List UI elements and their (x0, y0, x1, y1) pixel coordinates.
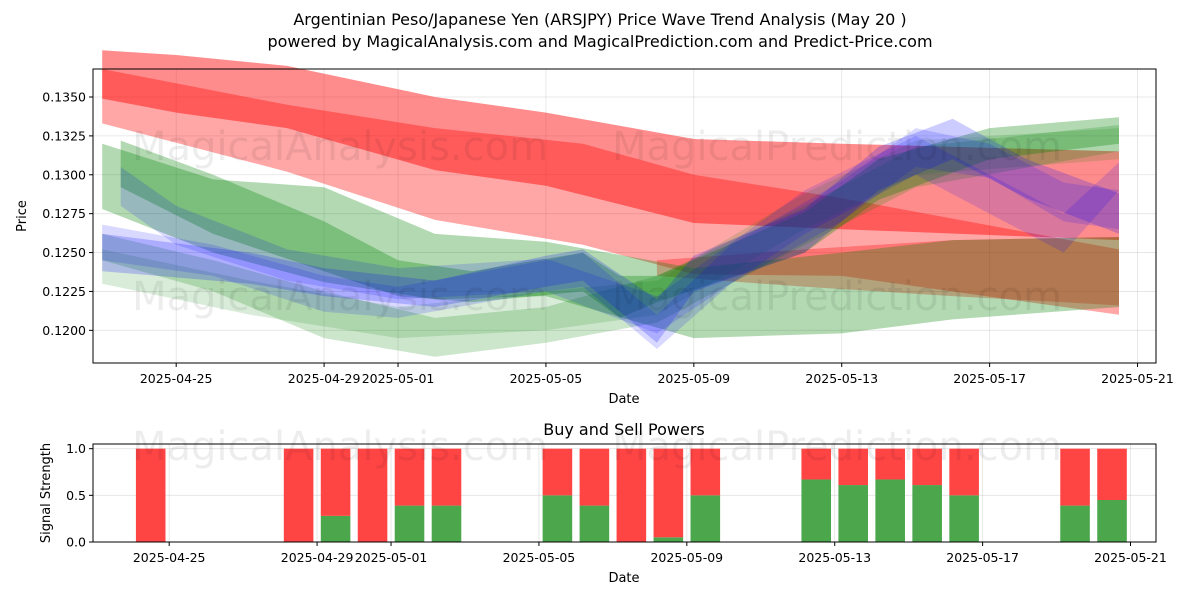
main-y-tick-label: 0.1200 (42, 323, 86, 338)
buy-bar-2025-05-08 (653, 537, 684, 542)
price-band-blue-9 (120, 135, 1119, 334)
price-band-blue-8 (102, 128, 1119, 349)
sell-bar-2025-05-13 (838, 448, 868, 486)
sub-y-tick-label: 0.0 (66, 535, 86, 550)
buy-bar-2025-05-06 (579, 505, 610, 542)
sub-x-tick-label: 2025-05-21 (1094, 550, 1167, 565)
sub-y-axis-label: Signal Strength (39, 443, 54, 543)
sell-bar-2025-04-29 (320, 448, 351, 516)
buy-bar-2025-04-29 (320, 515, 351, 542)
sell-bar-2025-05-01 (394, 448, 425, 506)
sell-bar-2025-05-20 (1097, 448, 1127, 500)
sell-bar-2025-05-12 (801, 448, 832, 480)
sell-bar-2025-05-02 (431, 448, 462, 506)
main-x-tick-label: 2025-05-01 (362, 371, 435, 386)
watermark-analysis-bottom: MagicalAnalysis.com (132, 424, 548, 470)
buy-bar-2025-05-01 (394, 505, 425, 542)
sub-y-ticks: 0.0 0.5 1.0 (66, 441, 93, 550)
main-x-axis-label: Date (608, 392, 639, 407)
buy-bar-2025-05-15 (912, 485, 942, 542)
watermark-prediction-bottom: MagicalPrediction.com (612, 424, 1062, 470)
main-y-tick-label: 0.1325 (42, 128, 86, 143)
sub-x-tick-label: 2025-05-13 (798, 550, 871, 565)
sub-x-tick-label: 2025-05-05 (503, 550, 576, 565)
buy-bar-2025-05-02 (431, 505, 462, 542)
main-x-tick-label: 2025-05-05 (510, 371, 583, 386)
price-band-green-5 (102, 125, 1119, 357)
buy-sell-bars (135, 448, 1127, 542)
sell-bar-2025-05-05 (542, 448, 573, 496)
price-band-green-3 (102, 143, 1119, 339)
sub-x-tick-label: 2025-05-01 (355, 550, 428, 565)
main-y-ticks: 0.1200 0.1225 0.1250 0.1275 0.1300 0.1325 0.13… (42, 90, 93, 338)
main-x-ticks: 2025-04-25 2025-04-29 2025-05-01 2025-05-05… (140, 363, 1174, 386)
main-y-tick-label: 0.1300 (42, 167, 86, 182)
price-band-blue-7 (102, 118, 1119, 343)
buy-bar-2025-05-09 (690, 495, 721, 542)
main-y-tick-label: 0.1225 (42, 284, 86, 299)
watermark-prediction-mid: MagicalPrediction.com (612, 274, 1062, 320)
sell-bar-2025-05-09 (690, 448, 721, 496)
price-band-green-4 (120, 117, 1119, 318)
sell-bar-2025-05-06 (579, 448, 610, 506)
sub-plot-frame (92, 443, 1157, 543)
buy-bar-2025-05-13 (838, 485, 868, 542)
main-plot-frame (92, 68, 1157, 364)
sell-bar-2025-05-16 (949, 448, 979, 496)
sell-bar-2025-05-14 (875, 448, 905, 480)
sell-bar-2025-05-15 (912, 448, 942, 486)
price-band-red-1 (102, 69, 1119, 315)
buy-bar-2025-05-19 (1060, 505, 1090, 542)
buy-bar-2025-05-14 (875, 479, 905, 542)
sub-x-ticks: 2025-04-25 2025-04-29 2025-05-01 2025-05-05… (133, 542, 1167, 565)
main-x-tick-label: 2025-05-17 (953, 371, 1026, 386)
watermark-analysis-top: MagicalAnalysis.com (132, 124, 548, 170)
sub-y-tick-label: 0.5 (66, 488, 86, 503)
main-x-tick-label: 2025-04-25 (140, 371, 213, 386)
main-x-tick-label: 2025-05-21 (1101, 371, 1174, 386)
price-wave-panel: MagicalAnalysis.com MagicalPrediction.co… (15, 50, 1174, 407)
buy-sell-panel: Buy and Sell Powers MagicalAnalysis.com … (39, 420, 1167, 586)
buy-bar-2025-05-12 (801, 479, 832, 542)
sell-bar-2025-05-08 (653, 448, 684, 538)
main-x-tick-label: 2025-05-09 (657, 371, 730, 386)
price-band-red-0 (102, 50, 1119, 241)
buy-bar-2025-05-16 (949, 495, 979, 542)
price-bands (102, 50, 1119, 357)
main-y-tick-label: 0.1275 (42, 206, 86, 221)
sub-x-tick-label: 2025-04-29 (281, 550, 354, 565)
chart-title-line1: Argentinian Peso/Japanese Yen (ARSJPY) P… (293, 10, 906, 29)
sub-x-tick-label: 2025-05-09 (650, 550, 723, 565)
watermark-analysis-mid: MagicalAnalysis.com (132, 274, 548, 320)
buy-bar-2025-05-05 (542, 495, 573, 542)
main-x-tick-label: 2025-05-13 (805, 371, 878, 386)
main-grid (93, 69, 1156, 363)
sell-bar-2025-05-19 (1060, 448, 1090, 506)
chart-title-line2: powered by MagicalAnalysis.com and Magic… (267, 32, 932, 51)
sell-bar-2025-04-28 (283, 448, 314, 542)
watermark-prediction-top: MagicalPrediction.com (612, 124, 1062, 170)
main-x-tick-label: 2025-04-29 (288, 371, 361, 386)
sub-y-tick-label: 1.0 (66, 441, 86, 456)
main-y-tick-label: 0.1250 (42, 245, 86, 260)
sell-bar-2025-04-24 (135, 448, 166, 542)
sub-x-axis-label: Date (608, 571, 639, 586)
sub-x-tick-label: 2025-05-17 (946, 550, 1019, 565)
price-band-red-2 (656, 237, 1119, 306)
price-band-green-6 (102, 128, 1119, 339)
main-y-tick-label: 0.1350 (42, 90, 86, 105)
buy-bar-2025-05-20 (1097, 500, 1127, 542)
subplot-title: Buy and Sell Powers (543, 420, 705, 439)
sell-bar-2025-05-07 (616, 448, 647, 542)
sub-x-tick-label: 2025-04-25 (133, 550, 206, 565)
sell-bar-2025-04-30 (357, 448, 388, 542)
main-y-axis-label: Price (15, 200, 30, 232)
